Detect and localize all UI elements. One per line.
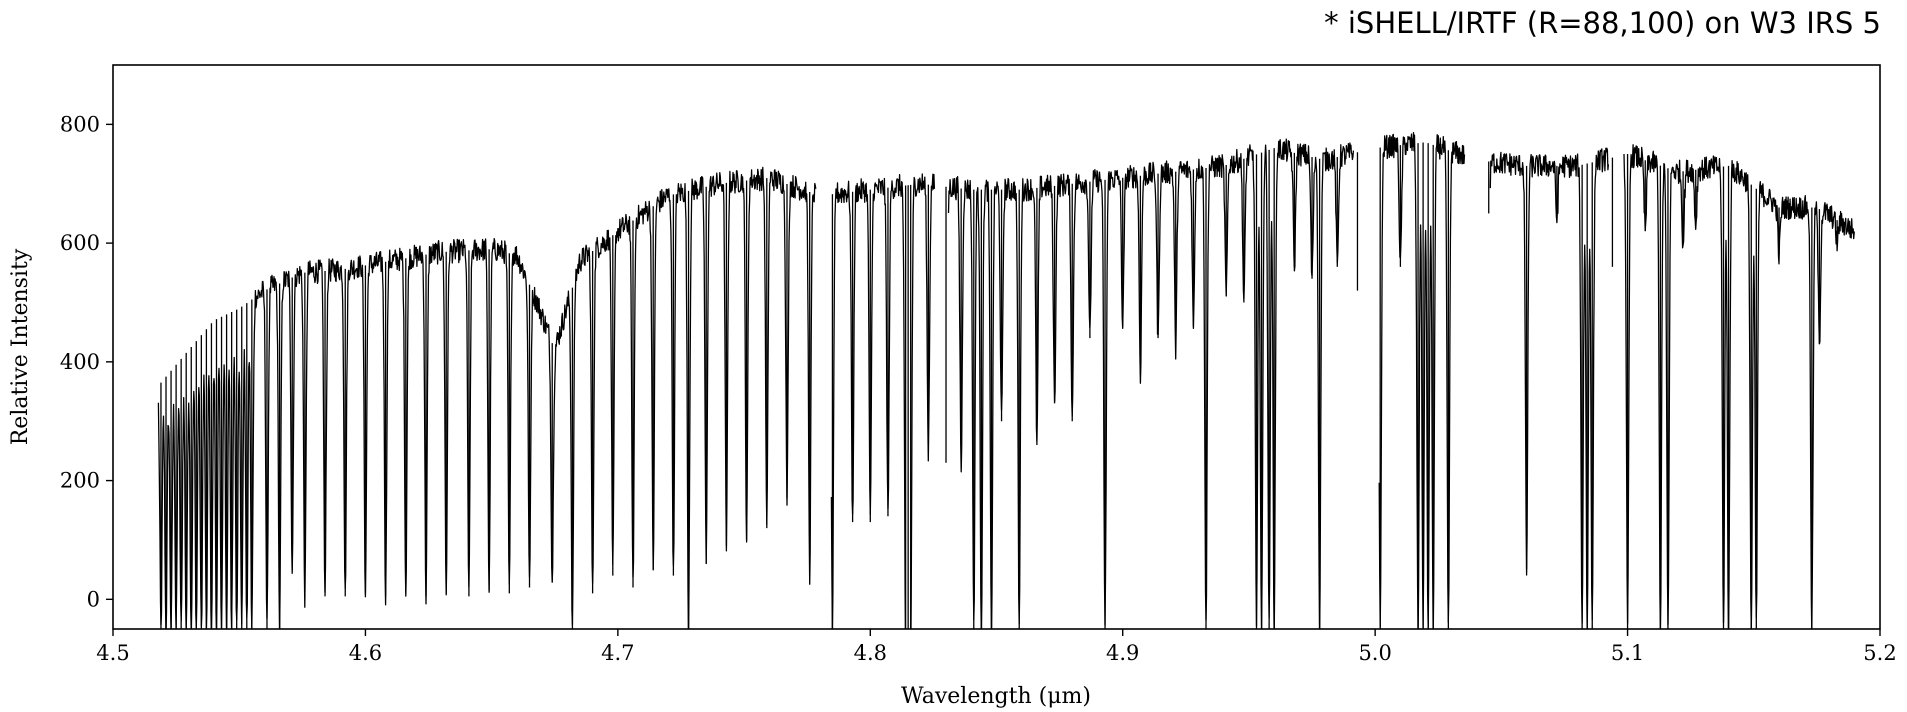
y-tick-label: 600 [60, 231, 100, 255]
x-tick-label: 4.7 [601, 641, 634, 665]
x-tick-label: 4.6 [349, 641, 382, 665]
y-tick-label: 0 [87, 587, 100, 611]
x-tick-label: 5.1 [1611, 641, 1644, 665]
axis-ticks: 4.5 4.6 4.7 4.8 4.9 5.0 5.1 5.2 0 200 400 600 800 [60, 112, 1897, 665]
x-tick-label: 4.8 [854, 641, 887, 665]
y-tick-label: 400 [60, 350, 100, 374]
y-tick-label: 800 [60, 112, 100, 136]
x-tick-label: 5.2 [1863, 641, 1896, 665]
spectrum-line [157, 131, 1855, 629]
plot-frame [112, 64, 1881, 630]
plot-area [157, 131, 1855, 629]
x-tick-label: 5.0 [1358, 641, 1391, 665]
chart-title: * iSHELL/IRTF (R=88,100) on W3 IRS 5 [1324, 6, 1881, 40]
x-axis-label: Wavelength (μm) [901, 684, 1091, 709]
x-tick-label: 4.9 [1106, 641, 1139, 665]
y-tick-label: 200 [60, 469, 100, 493]
y-axis-label: Relative Intensity [8, 248, 33, 445]
x-tick-label: 4.5 [96, 641, 129, 665]
